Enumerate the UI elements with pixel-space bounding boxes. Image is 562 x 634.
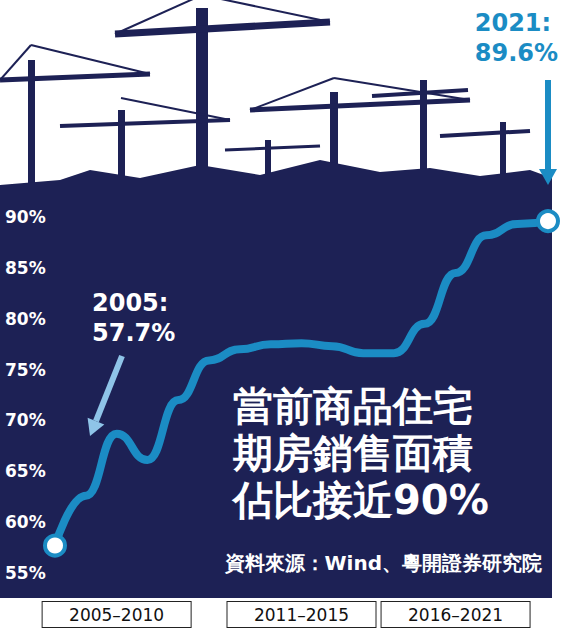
svg-text:55%: 55% (5, 563, 46, 583)
svg-text:65%: 65% (5, 461, 46, 481)
svg-text:80%: 80% (5, 309, 46, 329)
svg-text:2005–2010: 2005–2010 (69, 605, 164, 625)
svg-text:佔比接近90%: 佔比接近90% (231, 477, 489, 523)
svg-text:2016–2021: 2016–2021 (408, 605, 503, 625)
svg-text:期房銷售面積: 期房銷售面積 (232, 430, 473, 476)
svg-text:2005:: 2005: (92, 289, 168, 317)
svg-text:90%: 90% (5, 207, 46, 227)
svg-text:57.7%: 57.7% (92, 319, 175, 347)
svg-text:60%: 60% (5, 512, 46, 532)
svg-text:70%: 70% (5, 410, 46, 430)
svg-text:2011–2015: 2011–2015 (254, 605, 349, 625)
svg-text:75%: 75% (5, 360, 46, 380)
svg-text:89.6%: 89.6% (475, 39, 558, 67)
svg-text:當前商品住宅: 當前商品住宅 (233, 383, 473, 429)
svg-text:資料來源：Wind、粵開證券研究院: 資料來源：Wind、粵開證券研究院 (224, 551, 542, 575)
svg-text:2021:: 2021: (475, 9, 551, 37)
svg-text:85%: 85% (5, 258, 46, 278)
